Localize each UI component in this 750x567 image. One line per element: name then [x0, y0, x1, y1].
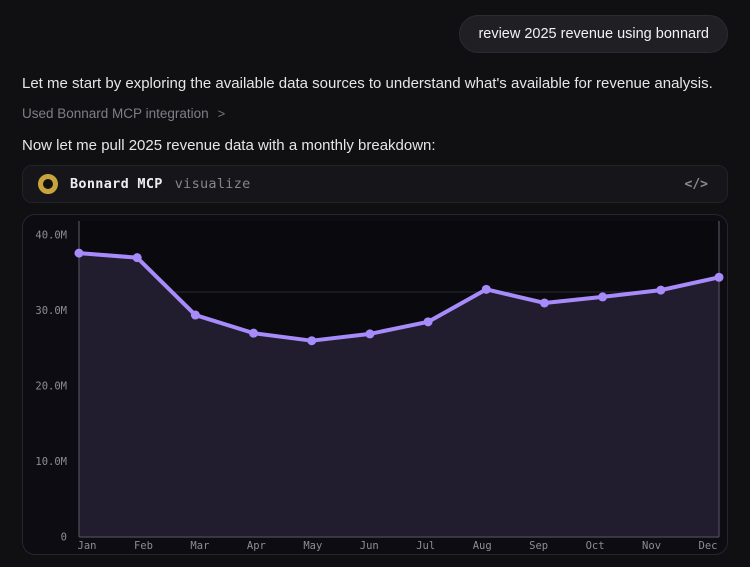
- svg-text:Jun: Jun: [360, 540, 379, 552]
- svg-text:Feb: Feb: [134, 540, 153, 552]
- assistant-followup-text: Now let me pull 2025 revenue data with a…: [22, 137, 436, 154]
- used-integration-label: Used Bonnard MCP integration: [22, 106, 209, 121]
- user-message-row: review 2025 revenue using bonnard: [22, 15, 728, 53]
- chevron-right-icon: >: [217, 106, 226, 121]
- svg-text:0: 0: [61, 532, 67, 544]
- svg-text:Mar: Mar: [190, 540, 209, 552]
- tool-action-name: visualize: [174, 176, 251, 192]
- svg-text:Nov: Nov: [642, 540, 661, 552]
- code-toggle-icon[interactable]: </>: [684, 176, 708, 192]
- svg-text:Apr: Apr: [247, 540, 266, 552]
- svg-text:10.0M: 10.0M: [35, 456, 67, 468]
- revenue-line-chart: 0 10.0M 20.0M 30.0M 40.0M Jan Feb Mar Apr May Jun J…: [22, 214, 728, 555]
- svg-text:40.0M: 40.0M: [35, 230, 67, 242]
- svg-text:Sep: Sep: [529, 540, 548, 552]
- svg-text:20.0M: 20.0M: [35, 381, 67, 393]
- assistant-intro-text: Let me start by exploring the available …: [22, 75, 713, 92]
- used-integration-disclosure[interactable]: Used Bonnard MCP integration >: [22, 106, 225, 121]
- svg-text:Aug: Aug: [473, 540, 492, 552]
- svg-text:30.0M: 30.0M: [35, 305, 67, 317]
- svg-text:Dec: Dec: [699, 540, 718, 552]
- user-message: review 2025 revenue using bonnard: [459, 15, 728, 53]
- svg-text:Jan: Jan: [78, 540, 97, 552]
- tool-provider-name: Bonnard MCP: [70, 176, 163, 192]
- chart-svg: 0 10.0M 20.0M 30.0M 40.0M Jan Feb Mar Apr May Jun J…: [35, 221, 724, 552]
- bonnard-donut-icon: [38, 174, 58, 194]
- tool-call-card[interactable]: Bonnard MCP visualize </>: [22, 165, 728, 203]
- svg-text:Oct: Oct: [586, 540, 605, 552]
- svg-text:Jul: Jul: [416, 540, 435, 552]
- svg-text:May: May: [303, 540, 322, 552]
